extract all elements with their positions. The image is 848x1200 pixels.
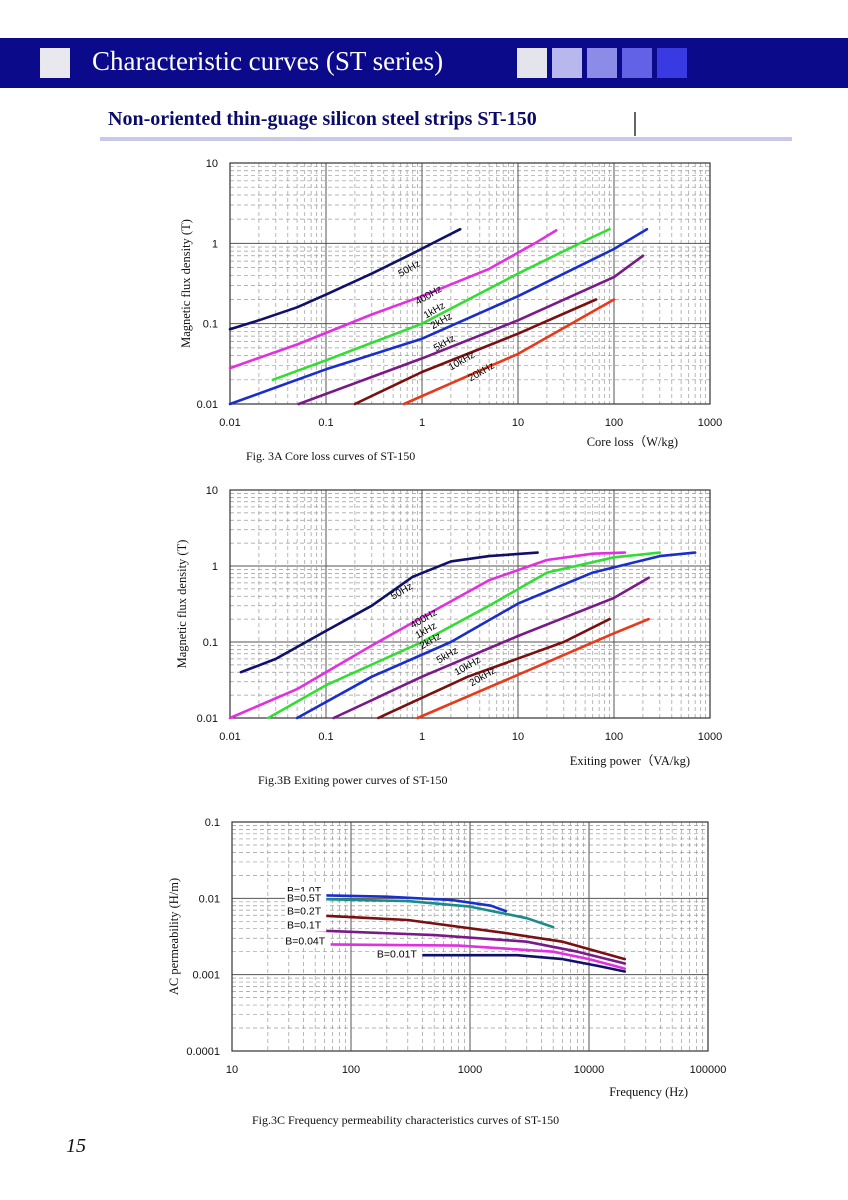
series-line-2khz xyxy=(295,551,697,720)
series-label: B=0.01T xyxy=(377,948,418,960)
page-header: Characteristic curves (ST series) xyxy=(0,38,848,88)
series-line-1khz xyxy=(271,227,611,382)
series-label-bg xyxy=(374,947,423,961)
x-tick-label: 100000 xyxy=(690,1064,727,1076)
series-label-bg xyxy=(285,904,327,918)
header-color-box-4 xyxy=(622,48,652,78)
figure-caption: Fig.3B Exiting power curves of ST-150 xyxy=(258,773,448,787)
series-line-5khz xyxy=(297,254,645,406)
plot-frame xyxy=(231,821,709,1052)
y-tick-label: 0.1 xyxy=(205,817,220,829)
series-line-b-0-5t xyxy=(313,897,555,929)
header-square-icon xyxy=(40,48,70,78)
y-tick-label: 1 xyxy=(212,561,218,573)
figure-caption: Fig.3C Frequency permeability characteri… xyxy=(252,1113,559,1127)
x-axis-label: Frequency (Hz) xyxy=(609,1085,688,1099)
series-line-50hz xyxy=(228,227,462,331)
y-axis-label: Magnetic flux density (T) xyxy=(175,540,189,669)
series-line-400hz xyxy=(228,229,558,370)
x-tick-label: 1000 xyxy=(698,731,722,743)
section-subtitle: Non-oriented thin-guage silicon steel st… xyxy=(108,108,537,130)
x-tick-label: 10 xyxy=(512,731,524,743)
core-loss-chart: 0.01 0.1 1 10 100 10001010.10.0150Hz400Hz1kHz… xyxy=(179,158,722,463)
frequency-permeability-chart: 10 100 1000 10000 100000 0.1 0.01 0.001 0.0001 B=… xyxy=(167,817,727,1127)
x-axis-label: Core loss（W/kg) xyxy=(587,435,678,449)
series-label: 10kHz xyxy=(447,350,477,374)
y-tick-label: 0.01 xyxy=(197,399,218,411)
series-line-400hz xyxy=(228,551,627,720)
x-tick-label: 1000 xyxy=(458,1064,482,1076)
series-label: B=0.5T xyxy=(287,892,322,904)
header-color-box-5 xyxy=(657,48,687,78)
x-tick-label: 0.1 xyxy=(318,731,333,743)
series-line-50hz xyxy=(239,551,539,674)
series-line-20khz xyxy=(402,298,616,406)
series-line-2khz xyxy=(228,227,649,406)
series-label: B=0.1T xyxy=(287,920,322,932)
x-tick-label: 0.1 xyxy=(318,417,333,429)
x-tick-label: 10000 xyxy=(574,1064,605,1076)
series-label-bg xyxy=(285,918,327,932)
exiting-power-chart: 0.01 0.1 1 10 100 10001010.10.0150Hz400Hz1kHz… xyxy=(175,485,722,787)
y-tick-label: 0.1 xyxy=(203,637,218,649)
x-axis-label: Exiting power（VA/kg) xyxy=(570,754,690,768)
header-color-box-3 xyxy=(587,48,617,78)
y-tick-label: 1 xyxy=(212,238,218,250)
series-label: B=0.04T xyxy=(285,935,326,947)
series-line-10khz xyxy=(376,617,611,720)
series-line-b-0-01t xyxy=(409,953,627,973)
series-label: B=0.2T xyxy=(287,906,322,918)
series-line-b-0-04t xyxy=(313,943,627,970)
series-line-b-0-2t xyxy=(313,914,627,961)
plot-frame xyxy=(229,162,711,405)
series-line-5khz xyxy=(332,576,650,720)
x-tick-label: 10 xyxy=(512,417,524,429)
y-tick-label: 0.01 xyxy=(199,893,220,905)
x-tick-label: 100 xyxy=(342,1064,360,1076)
x-tick-label: 10 xyxy=(226,1064,238,1076)
x-tick-label: 0.01 xyxy=(219,731,240,743)
series-line-1khz xyxy=(266,551,662,720)
header-color-box-1 xyxy=(517,48,547,78)
series-line-10khz xyxy=(353,298,598,406)
series-line-b-0-1t xyxy=(313,929,627,965)
y-axis-label: AC permeability (H/m) xyxy=(167,878,181,995)
y-tick-label: 0.001 xyxy=(192,970,220,982)
y-tick-label: 10 xyxy=(206,158,218,170)
series-line-b-1-0t xyxy=(313,893,508,913)
x-tick-label: 100 xyxy=(605,731,623,743)
y-axis-label: Magnetic flux density (T) xyxy=(179,219,193,348)
series-line-20khz xyxy=(416,617,650,720)
figure-caption: Fig. 3A Core loss curves of ST-150 xyxy=(246,449,415,463)
x-tick-label: 1000 xyxy=(698,417,722,429)
x-tick-label: 1 xyxy=(419,417,425,429)
series-label: 20kHz xyxy=(466,360,496,384)
series-label-bg xyxy=(285,891,327,905)
x-tick-label: 0.01 xyxy=(219,417,240,429)
y-tick-label: 10 xyxy=(206,485,218,497)
page-number: 15 xyxy=(66,1135,86,1157)
plot-frame xyxy=(229,489,711,719)
header-color-box-2 xyxy=(552,48,582,78)
y-tick-label: 0.1 xyxy=(203,319,218,331)
y-tick-label: 0.01 xyxy=(197,713,218,725)
x-tick-label: 1 xyxy=(419,731,425,743)
y-tick-label: 0.0001 xyxy=(186,1046,220,1058)
subtitle-divider xyxy=(634,112,636,136)
series-label-bg xyxy=(283,934,331,948)
subtitle-underline xyxy=(100,137,792,141)
x-tick-label: 100 xyxy=(605,417,623,429)
page-title: Characteristic curves (ST series) xyxy=(92,46,444,76)
